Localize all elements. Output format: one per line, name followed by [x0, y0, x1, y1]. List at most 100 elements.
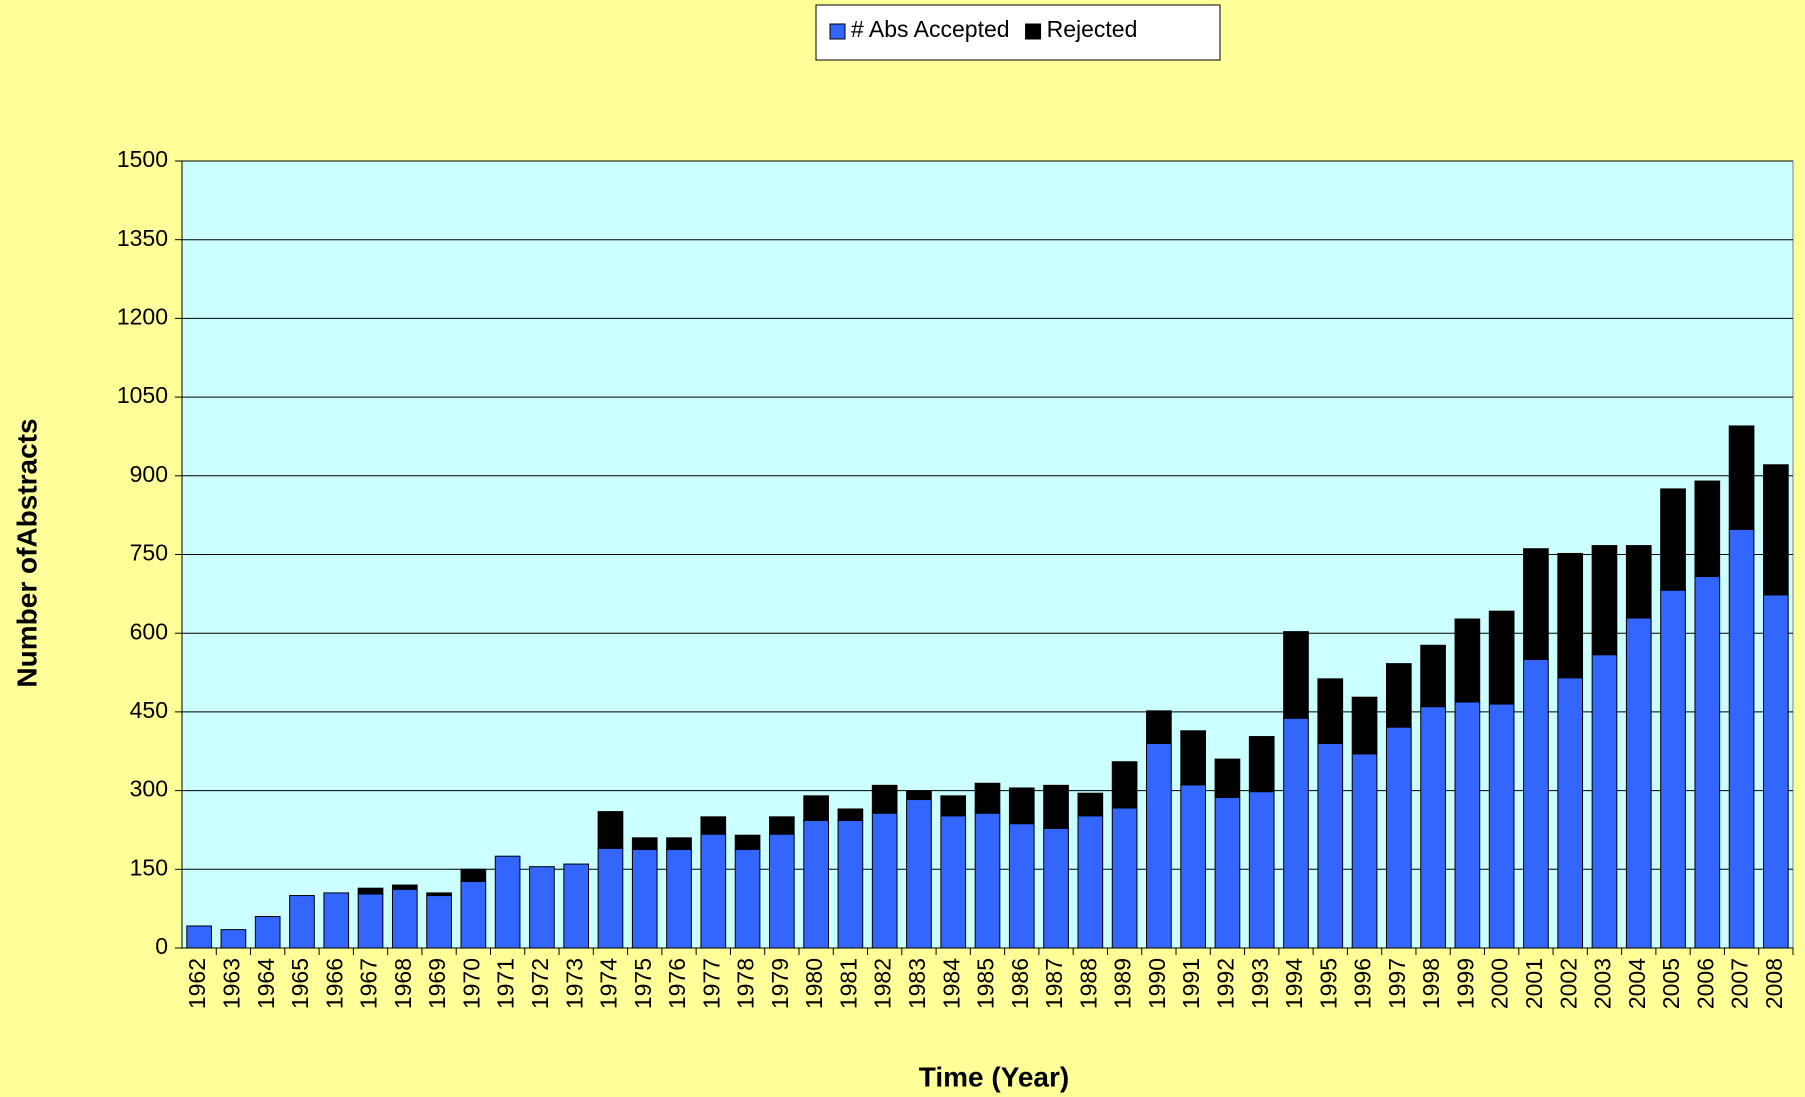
bar-segment [1523, 548, 1549, 660]
bar-segment [597, 847, 624, 949]
bar-segment [700, 816, 727, 835]
bar-segment [391, 884, 418, 890]
bar-segment [769, 833, 795, 949]
y-tick-label: 450 [130, 697, 168, 723]
bar-segment [1077, 815, 1104, 949]
bar-segment [1008, 823, 1035, 949]
bar-segment [357, 887, 384, 895]
y-tick-label: 600 [130, 618, 168, 644]
x-tick-label: 1975 [630, 958, 656, 1009]
bar-segment [769, 816, 795, 835]
x-tick-label: 1967 [356, 958, 382, 1009]
bar-segment [666, 848, 692, 949]
bar-segment [1591, 654, 1618, 949]
x-tick-label: 1979 [767, 958, 793, 1009]
x-tick-label: 1977 [698, 958, 724, 1009]
x-tick-label: 1976 [664, 958, 690, 1009]
bar-segment [1625, 545, 1652, 619]
bar-segment [289, 895, 315, 949]
x-tick-label: 1969 [424, 958, 450, 1009]
bar-segment [1283, 631, 1309, 719]
bar-segment [1523, 658, 1549, 949]
bar-segment [1317, 742, 1344, 949]
bar-segment [1043, 784, 1069, 829]
bar-segment [1214, 758, 1241, 798]
x-tick-label: 1999 [1452, 958, 1478, 1009]
x-tick-label: 1986 [1007, 958, 1033, 1009]
bar-segment [631, 837, 658, 850]
bar-segment [1625, 617, 1652, 949]
bar-segment [1763, 464, 1789, 596]
bar-segment [1111, 807, 1138, 949]
x-axis-label: Time (Year) [919, 1061, 1069, 1092]
x-tick-label: 2006 [1692, 958, 1718, 1009]
bar-segment [871, 812, 898, 949]
bar-segment [1111, 761, 1138, 809]
bar-segment [1146, 742, 1172, 949]
bar-segment [1385, 663, 1412, 728]
y-tick-label: 1200 [117, 303, 168, 329]
bar-segment [494, 855, 521, 949]
bar-segment [1214, 796, 1241, 949]
bar-segment [1385, 726, 1412, 949]
bar-segment [1694, 480, 1721, 578]
legend-swatch [829, 23, 846, 40]
bar-segment [837, 808, 864, 822]
bar-segment [1488, 610, 1515, 705]
x-tick-label: 1970 [458, 958, 484, 1009]
x-tick-label: 1962 [184, 958, 210, 1009]
bar-segment [1763, 594, 1789, 949]
bar-segment [1660, 589, 1686, 949]
bar-segment [1694, 576, 1721, 949]
bar-segment [597, 811, 624, 849]
bar-segment [837, 820, 864, 949]
x-tick-label: 1998 [1418, 958, 1444, 1009]
bar-segment [1420, 644, 1446, 708]
bar-segment [426, 892, 452, 897]
x-tick-label: 2007 [1727, 958, 1753, 1009]
y-tick-label: 900 [130, 461, 168, 487]
bar-segment [940, 795, 967, 817]
x-tick-label: 2003 [1590, 958, 1616, 1009]
x-tick-label: 1971 [493, 958, 519, 1009]
x-tick-label: 1995 [1315, 958, 1341, 1009]
y-tick-label: 150 [130, 854, 168, 880]
y-tick-label: 0 [155, 933, 168, 959]
bar-segment [1283, 717, 1309, 949]
x-tick-label: 2004 [1624, 958, 1650, 1009]
x-tick-label: 1992 [1213, 958, 1239, 1009]
y-tick-label: 750 [130, 540, 168, 566]
bar-segment [1146, 710, 1172, 744]
legend: # Abs Accepted Rejected [815, 4, 1221, 61]
x-tick-label: 1963 [218, 958, 244, 1009]
bar-segment [734, 834, 761, 850]
x-tick-label: 2008 [1761, 958, 1787, 1009]
bar-segment [940, 815, 967, 949]
bar-segment [1660, 488, 1686, 591]
x-tick-label: 1973 [561, 958, 587, 1009]
bar-segment [460, 880, 487, 949]
x-tick-label: 1994 [1281, 958, 1307, 1009]
bar-segment [974, 812, 1001, 949]
x-tick-label: 1978 [733, 958, 759, 1009]
bar-segment [906, 790, 932, 801]
bar-segment [803, 820, 829, 949]
x-tick-label: 1974 [596, 958, 622, 1009]
x-tick-label: 1984 [938, 958, 964, 1009]
bar-segment [666, 837, 692, 850]
bar-segment [1728, 528, 1755, 949]
x-tick-label: 1989 [1110, 958, 1136, 1009]
bar-segment [357, 893, 384, 949]
x-tick-label: 1988 [1075, 958, 1101, 1009]
bar-segment [1043, 827, 1069, 949]
x-tick-label: 1996 [1350, 958, 1376, 1009]
bar-segment [1557, 552, 1584, 679]
bar-segment [254, 916, 281, 949]
bar-segment [1454, 618, 1481, 703]
x-tick-label: 2002 [1555, 958, 1581, 1009]
bar-segment [1557, 677, 1584, 949]
y-tick-label: 1050 [117, 382, 168, 408]
bar-segment [974, 782, 1001, 814]
x-tick-label: 1965 [287, 958, 313, 1009]
